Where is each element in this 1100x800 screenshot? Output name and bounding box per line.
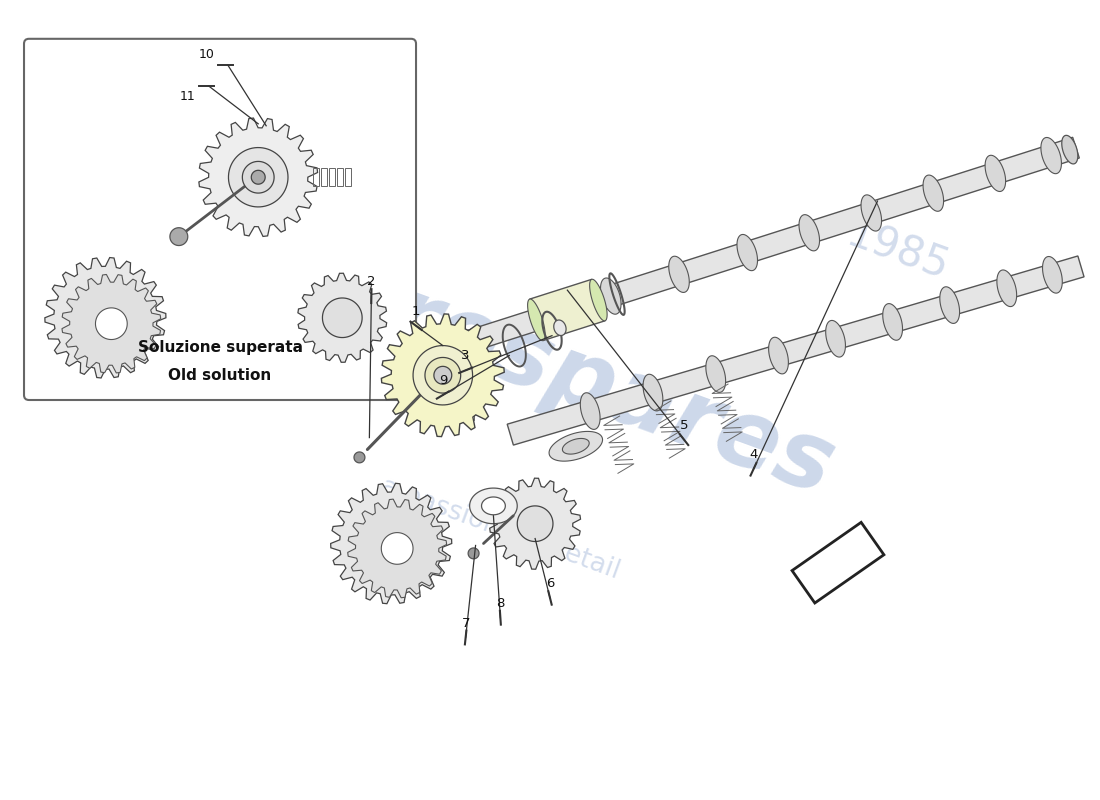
Text: 2: 2 (367, 275, 375, 288)
Polygon shape (322, 298, 362, 338)
Polygon shape (1062, 135, 1078, 164)
Polygon shape (986, 155, 1005, 191)
Text: 5: 5 (680, 418, 689, 432)
Polygon shape (430, 362, 455, 388)
Polygon shape (939, 286, 959, 323)
Polygon shape (169, 228, 188, 246)
Text: Soluzione superata: Soluzione superata (138, 341, 302, 355)
Polygon shape (298, 274, 387, 362)
Polygon shape (521, 510, 549, 538)
Polygon shape (883, 304, 902, 340)
Polygon shape (737, 234, 758, 270)
Polygon shape (792, 522, 884, 603)
Polygon shape (528, 299, 546, 341)
Polygon shape (86, 298, 125, 338)
Polygon shape (1041, 138, 1062, 174)
Polygon shape (799, 214, 820, 251)
Polygon shape (530, 279, 605, 341)
Text: 10: 10 (199, 48, 214, 61)
Polygon shape (382, 533, 412, 564)
Polygon shape (354, 452, 365, 463)
Polygon shape (414, 346, 473, 405)
Polygon shape (549, 431, 603, 461)
Text: eurospares: eurospares (253, 225, 847, 516)
Polygon shape (553, 320, 566, 335)
Text: 8: 8 (496, 597, 505, 610)
Bar (337, 168, 342, 186)
Polygon shape (246, 166, 271, 189)
Polygon shape (229, 147, 288, 207)
Bar (440, 406, 447, 420)
Text: 1985: 1985 (840, 214, 955, 290)
Polygon shape (562, 438, 590, 454)
Polygon shape (328, 303, 358, 333)
Polygon shape (861, 195, 881, 231)
Bar (466, 406, 474, 420)
Polygon shape (382, 314, 504, 437)
Polygon shape (470, 488, 517, 524)
Bar (312, 168, 319, 186)
Polygon shape (62, 274, 161, 373)
Bar (449, 406, 455, 420)
Text: 11: 11 (180, 90, 196, 103)
Polygon shape (372, 524, 411, 563)
Polygon shape (826, 321, 846, 357)
Polygon shape (199, 118, 318, 237)
Text: 6: 6 (546, 577, 554, 590)
Text: a passion for detail: a passion for detail (377, 474, 624, 584)
Polygon shape (452, 138, 1079, 356)
Polygon shape (433, 366, 452, 384)
Bar (458, 406, 464, 420)
Polygon shape (482, 497, 505, 514)
Text: 1: 1 (411, 305, 420, 318)
Polygon shape (469, 548, 478, 559)
Bar (329, 168, 334, 186)
Polygon shape (590, 279, 607, 321)
Polygon shape (706, 356, 726, 392)
Bar (344, 168, 351, 186)
Polygon shape (45, 258, 166, 378)
Polygon shape (490, 478, 581, 570)
Polygon shape (644, 374, 663, 411)
Text: Old solution: Old solution (168, 368, 272, 383)
Polygon shape (242, 162, 274, 193)
Polygon shape (517, 506, 553, 542)
Polygon shape (425, 358, 461, 393)
Polygon shape (251, 170, 265, 184)
Polygon shape (96, 308, 128, 339)
FancyBboxPatch shape (24, 39, 416, 400)
Text: 3: 3 (461, 350, 470, 362)
Polygon shape (581, 393, 601, 430)
Polygon shape (923, 175, 944, 211)
Polygon shape (769, 338, 789, 374)
Polygon shape (331, 483, 452, 604)
Bar (431, 406, 438, 420)
Polygon shape (1043, 257, 1063, 293)
Text: 9: 9 (439, 374, 447, 387)
Polygon shape (348, 499, 447, 598)
Bar (321, 168, 327, 186)
Polygon shape (997, 270, 1016, 306)
Polygon shape (669, 256, 690, 293)
Text: 4: 4 (749, 448, 758, 462)
Text: 7: 7 (461, 617, 470, 630)
Polygon shape (601, 278, 621, 314)
Polygon shape (507, 256, 1084, 445)
